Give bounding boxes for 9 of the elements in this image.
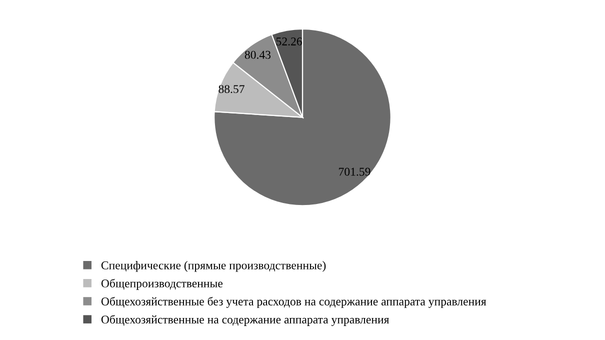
data-label: 52.26 <box>276 37 302 46</box>
legend-label: Общепроизводственные <box>101 278 223 290</box>
legend-label: Общехозяйственные на содержание аппарата управления <box>101 314 390 326</box>
legend-label: Специфические (прямые производственные) <box>101 261 326 272</box>
data-label: 80.43 <box>244 50 271 59</box>
data-label: 701.59 <box>339 168 370 176</box>
legend-label: Общехозяйственные без учета расходов на содержание аппарата управления <box>101 296 486 308</box>
pie-slice <box>214 28 392 206</box>
data-label: 88.57 <box>218 85 244 94</box>
